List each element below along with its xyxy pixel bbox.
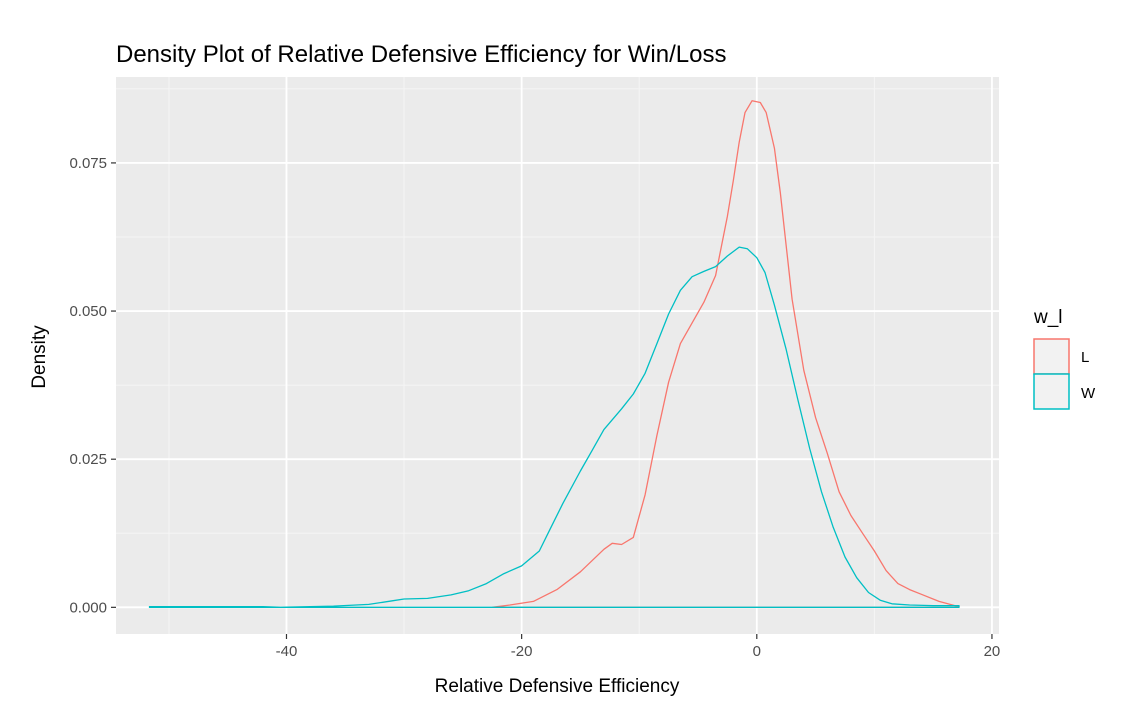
x-axis: -40 -20 0 20 — [276, 634, 1001, 660]
density-line-w — [148, 246, 960, 608]
y-tick-label: 0.000 — [69, 599, 107, 616]
x-tick-label: 20 — [984, 643, 1001, 660]
legend-key-l — [1033, 338, 1070, 375]
y-axis: 0.000 0.025 0.050 0.075 — [69, 155, 116, 616]
x-tick-label: -40 — [276, 643, 298, 660]
minor-gridlines — [116, 77, 999, 634]
legend-label-w: W — [1081, 385, 1096, 402]
y-tick-label: 0.050 — [69, 303, 107, 320]
x-tick-label: -20 — [511, 643, 533, 660]
y-tick-label: 0.025 — [69, 451, 107, 468]
y-axis-title: Density — [29, 325, 50, 389]
x-axis-title: Relative Defensive Efficiency — [435, 676, 680, 697]
legend-label-l: L — [1081, 349, 1089, 366]
legend: w_l L W — [1033, 307, 1096, 410]
x-tick-label: 0 — [753, 643, 761, 660]
series-layer — [148, 100, 960, 608]
plot-panel — [116, 77, 999, 634]
y-tick-label: 0.075 — [69, 155, 107, 172]
chart-title: Density Plot of Relative Defensive Effic… — [116, 41, 726, 68]
density-line-l — [492, 100, 960, 608]
legend-title: w_l — [1033, 307, 1063, 328]
legend-key-w — [1033, 373, 1070, 410]
